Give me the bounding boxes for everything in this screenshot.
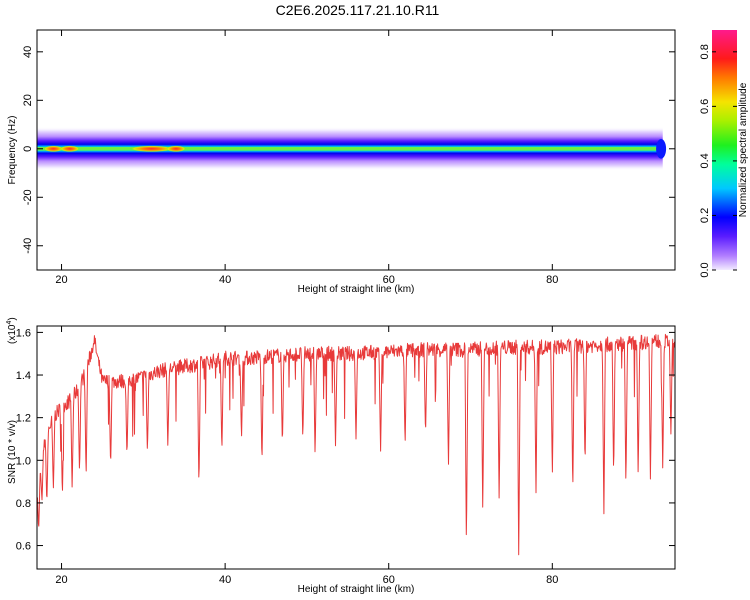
colorbar-gradient [712,30,737,270]
snr-scale-base: (x10 [7,324,18,344]
colorbar-tick-label: 0.8 [699,44,711,59]
y-tick-label: -20 [22,189,34,205]
snr-scale-note: (x104) [6,317,18,344]
colorbar-tick-label: 0.4 [699,153,711,168]
x-tick-label: 40 [219,274,231,286]
band-core [37,146,663,151]
band-peak [43,145,64,152]
snr-series-line [37,333,675,556]
x-tick-label: 20 [55,274,67,286]
band-peak [59,145,80,152]
snr-scale-exponent: 4 [6,321,13,325]
band-peak [129,145,174,152]
svg-text:(x104): (x104) [6,317,18,344]
y-tick-label: 0 [22,146,34,152]
x-tick-label: 80 [546,574,558,586]
y-tick-label: 40 [22,46,34,58]
band-peak [166,145,187,152]
y-tick-label: 1.4 [16,370,31,382]
y-tick-label: 1.6 [16,327,31,339]
snr-y-ticks: 0.6 0.8 1.0 1.2 1.4 1.6 [16,327,675,553]
x-tick-label: 40 [219,574,231,586]
y-tick-label: 1.2 [16,413,31,425]
colorbar-tick-label: 0.2 [699,208,711,223]
colorbar: 0.0 0.2 0.4 0.6 0.8 Normalized spectral ampl… [699,30,749,278]
spectrogram-y-ticks: -40 -20 0 20 40 [22,46,675,254]
spectrogram-panel: 20 40 60 80 -40 -20 0 20 40 Height of straight … [7,29,676,295]
spectrogram-y-label: Frequency (Hz) [7,116,18,185]
band-end-cap [656,138,667,159]
colorbar-tick-label: 0.6 [699,99,711,114]
x-tick-label: 60 [383,274,395,286]
colorbar-tick-label: 0.0 [699,262,711,277]
spectrogram-x-ticks: 20 40 60 80 [55,30,558,286]
y-tick-label: 1.0 [16,455,31,467]
snr-frame [36,325,676,570]
x-tick-label: 80 [546,274,558,286]
x-tick-label: 20 [55,574,67,586]
x-tick-label: 60 [383,574,395,586]
y-tick-label: 0.8 [16,498,31,510]
y-tick-label: -40 [22,238,34,254]
y-tick-label: 20 [22,94,34,106]
snr-y-label: SNR (10 * v/v) [7,420,18,484]
snr-x-label: Height of straight line (km) [298,584,415,595]
spectral-band [37,126,667,171]
colorbar-label: Normalized spectral amplitude [738,82,749,217]
snr-x-ticks: 20 40 60 80 [55,326,558,586]
chart-title: C2E6.2025.117.21.10.R11 [275,2,440,18]
snr-panel: 20 40 60 80 0.6 0.8 1.0 1.2 1.4 1.6 Height of st… [6,317,676,595]
colorbar-ticks: 0.0 0.2 0.4 0.6 0.8 [699,44,737,278]
spectrogram-x-label: Height of straight line (km) [298,284,415,295]
spectrogram-frame [36,29,676,271]
y-tick-label: 0.6 [16,541,31,553]
